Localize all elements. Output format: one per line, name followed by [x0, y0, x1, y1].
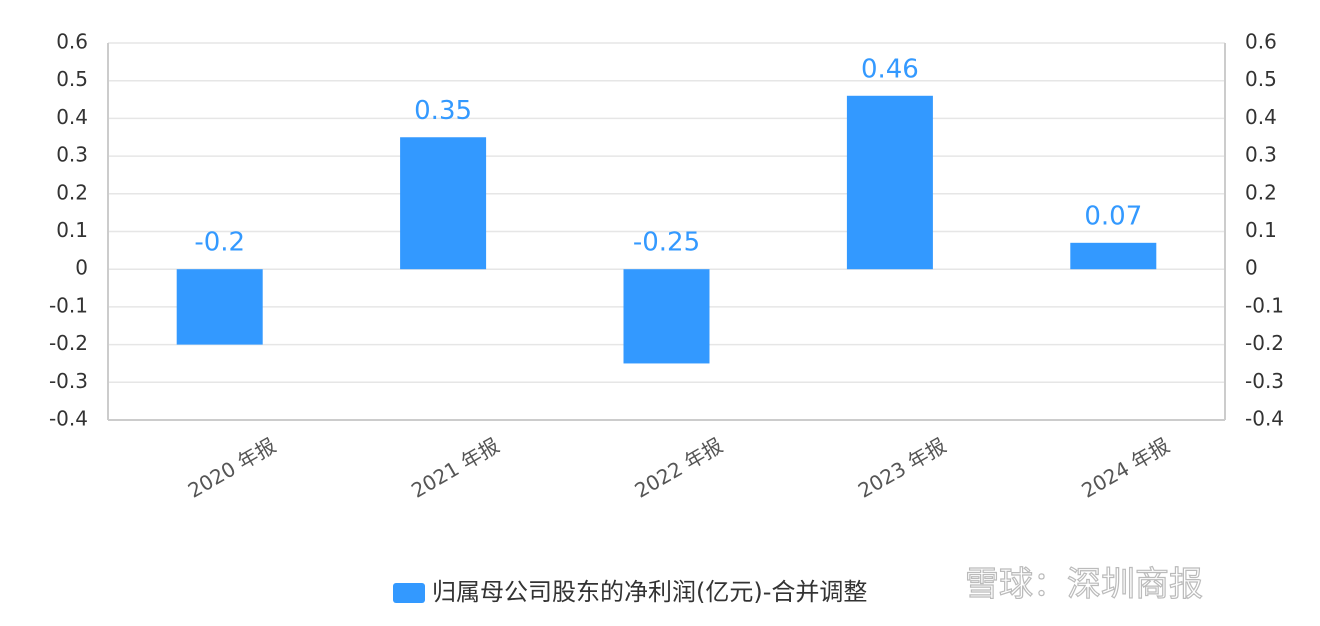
y-tick-label: 0.4 [56, 105, 88, 129]
data-label: -0.2 [194, 228, 245, 258]
y-tick-label: -0.3 [49, 369, 88, 393]
x-tick-label: 2020 年报 [184, 433, 280, 502]
y2-tick-label: 0.3 [1245, 143, 1277, 167]
data-label: -0.25 [633, 228, 700, 258]
data-label: 0.46 [861, 54, 919, 84]
x-tick-label: 2024 年报 [1077, 433, 1173, 502]
y2-tick-label: -0.3 [1245, 369, 1284, 393]
y-tick-label: -0.2 [49, 331, 88, 355]
bar [400, 137, 487, 270]
y-tick-label: -0.4 [49, 407, 88, 431]
bar [176, 269, 263, 345]
y-tick-label: 0.3 [56, 143, 88, 167]
legend-label: 归属母公司股东的净利润(亿元)-合并调整 [432, 578, 867, 606]
data-label: 0.35 [414, 96, 472, 126]
y2-tick-label: 0.4 [1245, 105, 1277, 129]
y-tick-label: 0 [75, 256, 88, 280]
y2-tick-label: 0.5 [1245, 67, 1277, 91]
y-tick-label: 0.5 [56, 67, 88, 91]
y-tick-label: 0.6 [56, 30, 88, 54]
x-tick-label: 2022 年报 [631, 433, 727, 502]
y2-tick-label: 0.6 [1245, 30, 1277, 54]
y-tick-label: 0.2 [56, 180, 88, 204]
y2-tick-label: 0.2 [1245, 180, 1277, 204]
y2-tick-label: 0 [1245, 256, 1258, 280]
data-label: 0.07 [1084, 201, 1142, 231]
y2-tick-label: 0.1 [1245, 218, 1277, 242]
bar [846, 95, 933, 270]
x-tick-label: 2023 年报 [854, 433, 950, 502]
watermark: 雪球：深圳商报 [965, 565, 1203, 605]
y2-tick-label: -0.4 [1245, 407, 1284, 431]
legend-swatch [393, 583, 425, 603]
y2-tick-label: -0.1 [1245, 293, 1284, 317]
y-tick-label: -0.1 [49, 293, 88, 317]
bar [623, 269, 710, 364]
y-tick-label: 0.1 [56, 218, 88, 242]
x-tick-label: 2021 年报 [407, 433, 503, 502]
bar [1070, 242, 1157, 270]
y2-tick-label: -0.2 [1245, 331, 1284, 355]
